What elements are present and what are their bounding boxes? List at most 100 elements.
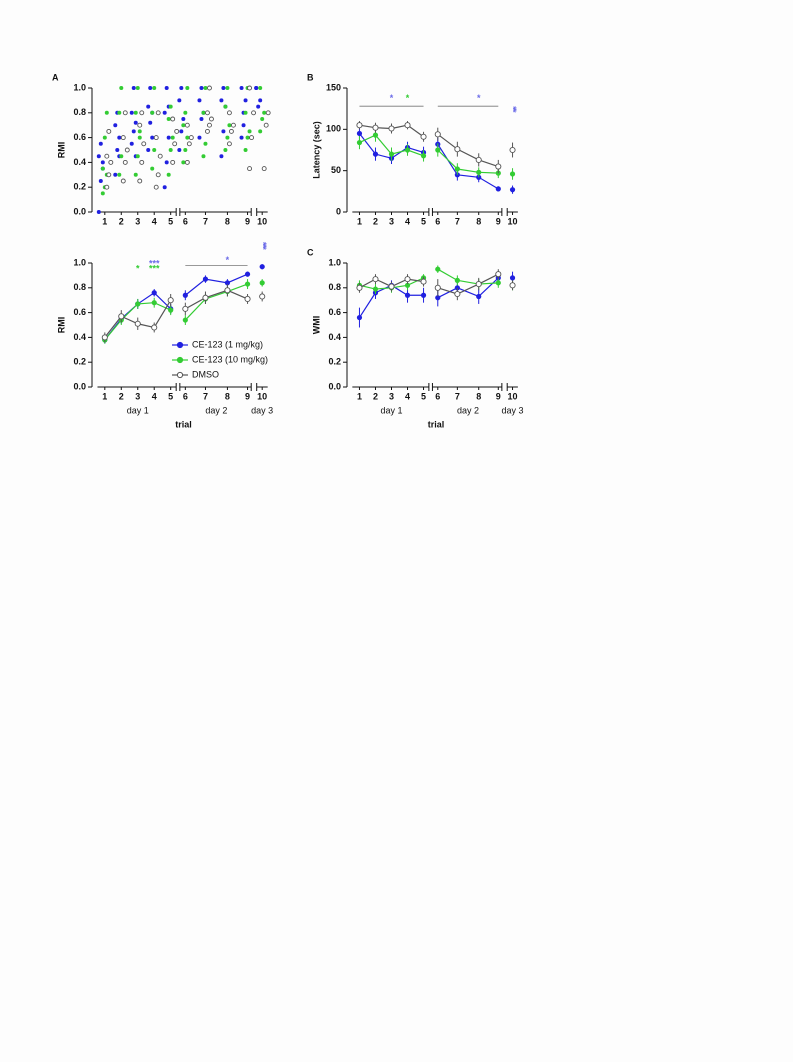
legend-label: CE-123 (10 mg/kg) [192, 354, 268, 364]
point [223, 104, 228, 109]
point [164, 160, 169, 165]
point [185, 135, 190, 140]
point [435, 266, 441, 272]
point [184, 122, 190, 128]
point [117, 110, 122, 115]
point [96, 210, 101, 214]
x-tick-label: 2 [373, 391, 378, 401]
x-tick-label: 8 [476, 391, 481, 401]
point [224, 280, 231, 286]
significance-marker: *** [149, 259, 160, 269]
point [227, 123, 232, 128]
point [259, 280, 265, 286]
point [139, 110, 145, 116]
point [170, 159, 176, 165]
x-group-label: day 3 [251, 405, 273, 415]
y-tick-label: 150 [326, 82, 341, 92]
point [205, 110, 210, 116]
point [113, 172, 118, 177]
point [434, 284, 441, 291]
point [244, 271, 251, 277]
y-tick-label: 50 [331, 165, 341, 175]
x-tick-label: 2 [119, 391, 124, 401]
point [404, 292, 411, 298]
point [184, 159, 190, 165]
point [420, 133, 427, 140]
legend-marker [176, 341, 184, 349]
point [205, 128, 210, 134]
point [177, 148, 182, 152]
y-tick-label: 100 [326, 124, 341, 134]
significance-marker: *** [149, 264, 160, 274]
y-tick-label: 1.0 [73, 257, 86, 267]
series-line [184, 273, 248, 296]
point [404, 147, 411, 153]
point [157, 153, 163, 159]
x-tick-label: 6 [183, 391, 188, 401]
point [197, 98, 202, 103]
point [122, 110, 128, 116]
point [197, 135, 202, 140]
point [243, 98, 248, 103]
point [201, 154, 206, 159]
point [495, 280, 501, 286]
point [150, 166, 155, 171]
point [247, 166, 253, 172]
x-tick-label: 6 [183, 216, 188, 226]
point [219, 154, 224, 159]
point [118, 313, 125, 320]
point [420, 292, 427, 298]
point [251, 110, 257, 116]
point [420, 278, 427, 285]
point [199, 86, 204, 90]
point [131, 86, 136, 90]
point [98, 141, 103, 146]
point [207, 122, 212, 128]
y-axis-label: WMI [311, 316, 321, 335]
legend-marker [176, 356, 184, 364]
point [225, 135, 230, 140]
y-axis-label: RMI [56, 142, 66, 159]
point [168, 307, 174, 313]
point [181, 123, 186, 128]
y-tick-label: 0.0 [328, 381, 341, 391]
y-tick-label: 0.6 [328, 307, 341, 317]
point [152, 86, 157, 90]
point [221, 86, 226, 90]
point [153, 184, 159, 190]
x-tick-label: 1 [102, 216, 107, 226]
point [119, 86, 124, 90]
point [182, 292, 188, 298]
point [495, 186, 501, 192]
point [372, 276, 379, 283]
point [133, 120, 138, 125]
point [245, 135, 250, 140]
y-axis-label: RMI [56, 317, 66, 334]
y-tick-label: 0.6 [73, 132, 86, 142]
point [262, 110, 267, 115]
point [183, 148, 188, 152]
point [133, 172, 138, 177]
point [454, 166, 460, 172]
point [146, 104, 151, 109]
point [155, 172, 161, 178]
point [509, 187, 516, 193]
y-tick-label: 1.0 [73, 82, 86, 92]
point [135, 154, 140, 159]
point [260, 117, 265, 121]
x-tick-label: 7 [203, 216, 208, 226]
point [434, 131, 441, 138]
point [209, 116, 214, 122]
point [152, 148, 157, 152]
significance-marker: * [390, 93, 394, 103]
point [172, 141, 178, 147]
point [495, 163, 502, 170]
point [151, 300, 157, 306]
point [241, 123, 246, 128]
point [129, 110, 134, 115]
y-axis-label: Latency (sec) [311, 121, 321, 179]
series-line [437, 133, 499, 168]
point [256, 104, 261, 109]
point [372, 286, 379, 292]
